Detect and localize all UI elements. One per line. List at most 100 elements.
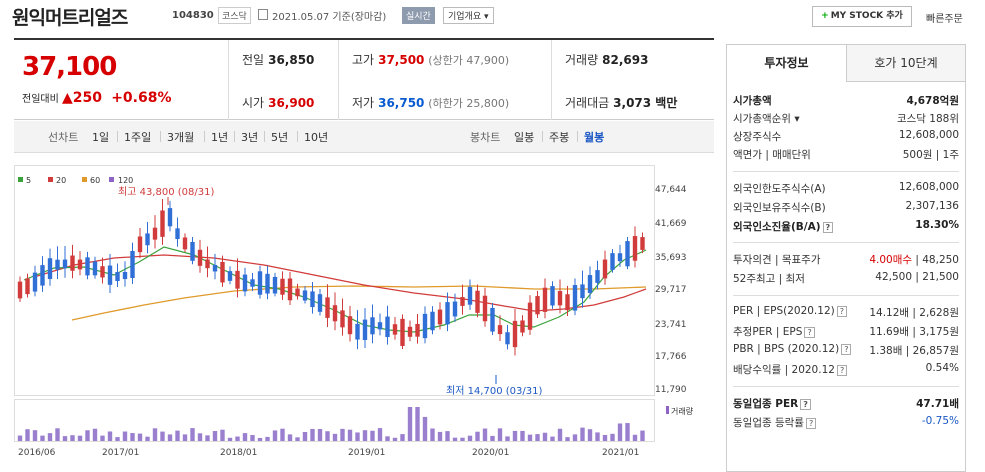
volume-bar <box>490 435 495 441</box>
candle <box>160 210 165 237</box>
candle <box>47 258 53 279</box>
help-icon[interactable]: ? <box>804 327 815 338</box>
volume-bar <box>280 428 285 441</box>
candle <box>557 291 563 306</box>
help-icon[interactable]: ? <box>800 399 811 410</box>
market-badge: 코스닥 <box>218 7 251 24</box>
tab-5year[interactable]: 5년 <box>271 131 289 144</box>
volume-bar <box>287 434 293 441</box>
change-value: 250 <box>72 90 103 106</box>
row-value: 500원 | 1주 <box>902 149 959 161</box>
volume-bar <box>77 435 83 441</box>
company-info-dropdown[interactable]: 기업개요 ▾ <box>443 7 494 24</box>
tab-1year[interactable]: 1년 <box>211 131 229 144</box>
volume-bar <box>242 433 248 441</box>
candle <box>505 332 510 345</box>
legend-swatch-20 <box>48 177 53 182</box>
candle <box>520 320 525 333</box>
up-arrow-icon: ▲ <box>62 90 73 106</box>
change-label: 전일대비 <box>22 94 59 105</box>
volume-bar <box>92 428 98 441</box>
tab-investment-info[interactable]: 투자정보 <box>727 45 846 82</box>
chevron-down-icon: ▾ <box>484 12 489 22</box>
candle <box>25 278 30 295</box>
y-tick: 47,644 <box>655 185 687 195</box>
volume-bar <box>62 436 68 441</box>
candle <box>40 265 45 286</box>
quick-order-button[interactable]: 빠른주문 <box>926 14 963 25</box>
amount-value: 3,073 백만 <box>613 96 678 110</box>
volume-bar <box>272 430 278 441</box>
tab-1day[interactable]: 1일 <box>92 131 110 144</box>
candle <box>302 290 308 301</box>
row-label: 52주최고 | 최저 <box>733 273 805 285</box>
help-icon[interactable]: ? <box>805 418 817 429</box>
y-tick: 17,766 <box>655 352 687 362</box>
volume-bar <box>452 437 458 441</box>
realtime-button[interactable]: 실시간 <box>402 7 435 24</box>
candle <box>430 311 435 331</box>
volume-bar <box>115 437 120 441</box>
x-tick: 2018/01 <box>220 448 257 458</box>
volume: 거래량 82,693 <box>565 51 648 68</box>
help-icon[interactable]: ? <box>841 344 852 355</box>
row-value: 코스닥 188위 <box>896 113 959 125</box>
help-icon[interactable]: ? <box>836 365 848 376</box>
candle <box>167 208 173 227</box>
candle <box>32 272 38 292</box>
volume-bar <box>400 434 405 441</box>
tab-1week[interactable]: 1주일 <box>124 131 152 144</box>
volume-bar <box>250 435 255 441</box>
candle <box>77 259 83 270</box>
stock-header: 원익머트리얼즈 104830 코스닥 2021.05.07 기준(장마감) 실시… <box>0 0 985 34</box>
tab-weekly-candle[interactable]: 주봉 <box>549 131 570 144</box>
candle <box>212 264 218 272</box>
candle <box>385 316 390 338</box>
candle <box>587 275 593 293</box>
row-label: 외국인소진율(B/A)? <box>733 219 834 234</box>
candle <box>115 272 120 282</box>
tab-orderbook-10[interactable]: 호가 10단계 <box>846 45 965 82</box>
pbr-label: PBR | BPS (2020.12) <box>733 343 840 355</box>
volume-bar <box>340 428 345 441</box>
divider <box>542 131 543 142</box>
stock-title: 원익머트리얼즈 <box>12 7 128 29</box>
divider <box>117 131 118 142</box>
candle <box>295 288 300 297</box>
volume-bar <box>325 431 330 441</box>
rank-label: 시가총액순위 <box>733 113 791 125</box>
tab-3year[interactable]: 3년 <box>241 131 259 144</box>
help-icon[interactable]: ? <box>822 222 834 233</box>
volume-bar <box>565 437 570 441</box>
legend-120: 120 <box>118 176 133 185</box>
volume-bar <box>467 435 473 441</box>
candle <box>70 255 75 271</box>
volume-bar <box>317 429 323 441</box>
tab-3month[interactable]: 3개월 <box>167 131 195 144</box>
volume-label: 거래량 <box>565 53 599 67</box>
high-value: 37,500 <box>378 53 425 67</box>
candle <box>347 316 353 335</box>
help-icon[interactable]: ? <box>836 306 847 317</box>
candle <box>460 297 465 306</box>
tab-10year[interactable]: 10년 <box>304 131 329 144</box>
lower-limit: (하한가 25,800) <box>428 97 510 110</box>
candle <box>580 284 585 299</box>
tab-monthly-candle[interactable]: 월봉 <box>584 131 605 144</box>
volume-bar <box>550 436 555 441</box>
volume-bar <box>437 431 443 441</box>
volume-bar <box>182 434 188 441</box>
volume-bar <box>385 436 390 441</box>
plus-icon: + <box>821 11 829 21</box>
candle <box>355 323 360 340</box>
industry-rate-label: 동일업종 등락률 <box>733 417 804 429</box>
add-mystock-button[interactable]: + MY STOCK 추가 <box>812 6 912 27</box>
volume-bar <box>145 436 150 441</box>
candle <box>242 274 248 292</box>
volume-bar <box>302 431 308 441</box>
row-value: 4,678억원 <box>906 95 959 107</box>
volume-bar <box>355 432 360 441</box>
divider <box>733 295 959 296</box>
candle <box>392 324 398 335</box>
tab-daily-candle[interactable]: 일봉 <box>514 131 535 144</box>
